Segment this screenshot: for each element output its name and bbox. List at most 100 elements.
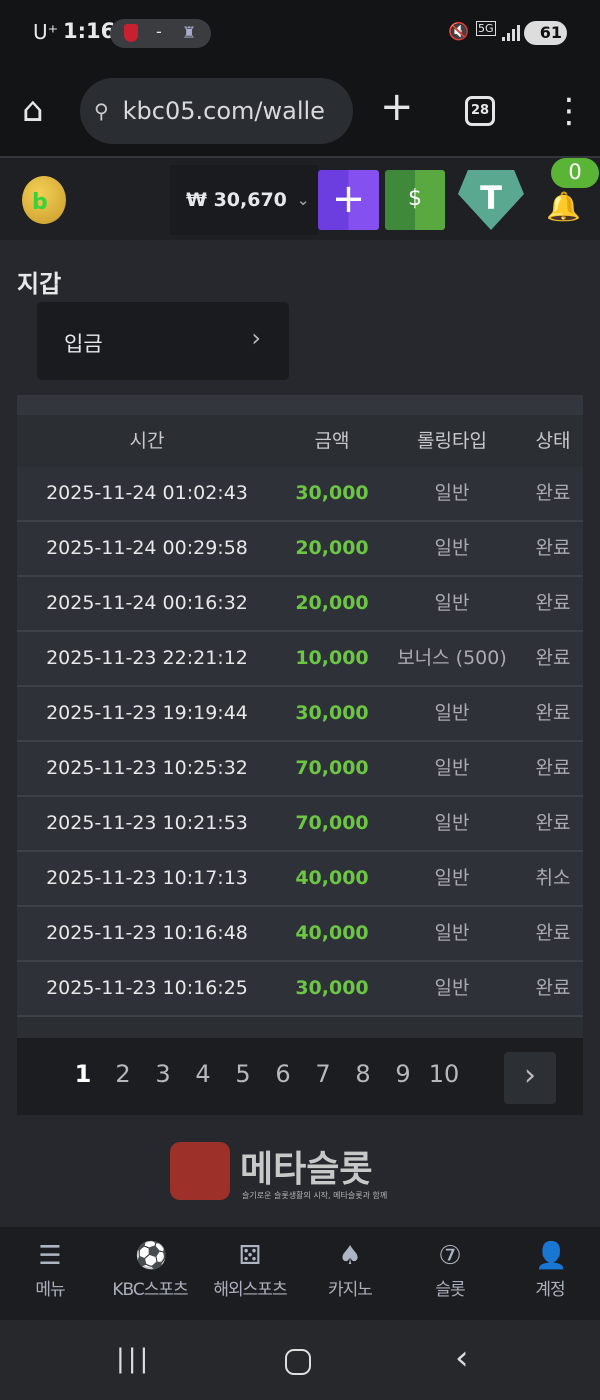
score-separator: - xyxy=(156,22,162,41)
score-notification: - ♜ xyxy=(110,19,211,48)
more-menu-icon[interactable]: ⋮ xyxy=(552,91,586,131)
deposit-menu-item[interactable]: 입금 › xyxy=(37,302,289,380)
page-title: 지갑 xyxy=(17,270,62,298)
page-4-button[interactable]: 4 xyxy=(195,1060,211,1088)
site-logo[interactable]: b xyxy=(22,176,66,224)
nav-item-3[interactable]: ♠ 카지노 xyxy=(300,1227,400,1320)
balance-amount: ₩ 30,670 xyxy=(186,189,287,211)
nav-item-0[interactable]: ☰ 메뉴 xyxy=(0,1227,100,1320)
site-header: b ₩ 30,670 ⌄ + $ T 🔔 0 xyxy=(0,158,600,240)
row-status: 완료 xyxy=(535,757,571,779)
table-row: 2025-11-23 10:16:48 40,000 일반 완료 xyxy=(17,907,583,962)
page-1-button[interactable]: 1 xyxy=(74,1060,92,1088)
url-bar[interactable]: ⚲ kbc05.com/walle xyxy=(80,78,353,144)
page-6-button[interactable]: 6 xyxy=(275,1060,291,1088)
clock: 1:16 xyxy=(63,19,116,43)
page-5-button[interactable]: 5 xyxy=(235,1060,251,1088)
row-rolling-type: 일반 xyxy=(434,537,470,559)
row-time: 2025-11-23 10:17:13 xyxy=(46,867,248,889)
row-amount: 70,000 xyxy=(295,812,369,834)
watermark-text: 메타슬롯 xyxy=(240,1149,373,1190)
status-bar: U⁺ 1:16 - ♜ 🔇 5G 61 xyxy=(0,0,600,68)
row-rolling-type: 일반 xyxy=(434,922,470,944)
header-amount: 금액 xyxy=(314,430,350,452)
network-type: 5G xyxy=(476,21,496,36)
site-settings-icon[interactable]: ⚲ xyxy=(94,99,109,123)
row-time: 2025-11-23 10:16:48 xyxy=(46,922,248,944)
system-nav-bar: ||| ‹ xyxy=(0,1320,600,1400)
nav-label: 계정 xyxy=(535,1280,565,1300)
signal-icon xyxy=(502,25,520,41)
page-8-button[interactable]: 8 xyxy=(355,1060,371,1088)
table-header: 시간 금액 롤링타입 상태 xyxy=(17,415,583,467)
row-amount: 30,000 xyxy=(295,482,369,504)
recent-apps-icon[interactable]: ||| xyxy=(116,1344,152,1374)
mute-icon: 🔇 xyxy=(448,22,470,42)
page-9-button[interactable]: 9 xyxy=(395,1060,411,1088)
row-time: 2025-11-24 01:02:43 xyxy=(46,482,248,504)
table-row: 2025-11-24 00:16:32 20,000 일반 완료 xyxy=(17,577,583,632)
new-tab-icon[interactable]: + xyxy=(380,84,414,130)
url-text: kbc05.com/walle xyxy=(122,97,325,125)
watermark-subtext: 슬기로운 슬롯생활의 시작, 메타슬롯과 함께 xyxy=(242,1191,388,1200)
page-3-button[interactable]: 3 xyxy=(155,1060,171,1088)
logo-letter: b xyxy=(32,190,48,215)
soccer-ball-icon: ⚽ xyxy=(135,1241,168,1271)
nav-label: 슬롯 xyxy=(435,1280,465,1300)
cash-machine-button[interactable]: $ xyxy=(385,170,445,230)
watermark-logo: 메타슬롯 슬기로운 슬롯생활의 시작, 메타슬롯과 함께 xyxy=(170,1140,430,1204)
table-row: 2025-11-23 10:25:32 70,000 일반 완료 xyxy=(17,742,583,797)
row-time: 2025-11-23 10:25:32 xyxy=(46,757,248,779)
table-row: 2025-11-23 10:21:53 70,000 일반 완료 xyxy=(17,797,583,852)
nav-item-5[interactable]: 👤 계정 xyxy=(500,1227,600,1320)
add-funds-button[interactable]: + xyxy=(318,170,379,230)
bell-icon[interactable]: 🔔 xyxy=(546,190,581,223)
dice-icon: ⚄ xyxy=(238,1241,262,1271)
row-status: 완료 xyxy=(535,537,571,559)
nav-item-2[interactable]: ⚄ 해외스포츠 xyxy=(200,1227,300,1320)
table-top-bar xyxy=(17,395,583,415)
page-10-button[interactable]: 10 xyxy=(428,1060,460,1088)
next-page-button[interactable]: › xyxy=(504,1052,556,1104)
row-time: 2025-11-24 00:16:32 xyxy=(46,592,248,614)
home-icon[interactable]: ⌂ xyxy=(22,90,44,130)
tether-button[interactable]: T xyxy=(458,170,524,230)
slot-machine-icon xyxy=(170,1142,230,1200)
row-rolling-type: 일반 xyxy=(434,592,470,614)
slot-7-icon: ⑦ xyxy=(438,1241,462,1271)
home-nav-icon[interactable] xyxy=(285,1349,311,1375)
row-amount: 30,000 xyxy=(295,977,369,999)
balance-dropdown[interactable]: ₩ 30,670 ⌄ xyxy=(170,165,318,235)
page-2-button[interactable]: 2 xyxy=(115,1060,131,1088)
chevron-down-icon: ⌄ xyxy=(296,191,310,209)
page-7-button[interactable]: 7 xyxy=(315,1060,331,1088)
header-time: 시간 xyxy=(129,430,165,452)
row-amount: 70,000 xyxy=(295,757,369,779)
nav-label: 카지노 xyxy=(328,1280,373,1300)
nav-item-4[interactable]: ⑦ 슬롯 xyxy=(400,1227,500,1320)
row-status: 완료 xyxy=(535,977,571,999)
row-rolling-type: 일반 xyxy=(434,977,470,999)
row-time: 2025-11-23 10:21:53 xyxy=(46,812,248,834)
account-dollar-icon: 👤 xyxy=(535,1241,568,1271)
row-amount: 20,000 xyxy=(295,537,369,559)
bottom-nav xyxy=(0,1227,600,1320)
row-amount: 20,000 xyxy=(295,592,369,614)
row-rolling-type: 일반 xyxy=(434,867,470,889)
table-row: 2025-11-24 00:29:58 20,000 일반 완료 xyxy=(17,522,583,577)
row-amount: 30,000 xyxy=(295,702,369,724)
table-row: 2025-11-24 01:02:43 30,000 일반 완료 xyxy=(17,467,583,522)
row-amount: 40,000 xyxy=(295,867,369,889)
carrier: U⁺ xyxy=(33,20,59,44)
row-rolling-type: 일반 xyxy=(434,757,470,779)
row-amount: 40,000 xyxy=(295,922,369,944)
back-icon[interactable]: ‹ xyxy=(455,1338,469,1378)
table-row: 2025-11-23 10:16:25 30,000 일반 완료 xyxy=(17,962,583,1017)
tab-count-button[interactable]: 28 xyxy=(465,96,495,126)
pagination xyxy=(17,1038,583,1115)
nav-item-1[interactable]: ⚽ KBC스포츠 xyxy=(100,1227,200,1320)
row-status: 완료 xyxy=(535,922,571,944)
row-status: 완료 xyxy=(535,647,571,669)
table-row: 2025-11-23 19:19:44 30,000 일반 완료 xyxy=(17,687,583,742)
row-status: 완료 xyxy=(535,482,571,504)
